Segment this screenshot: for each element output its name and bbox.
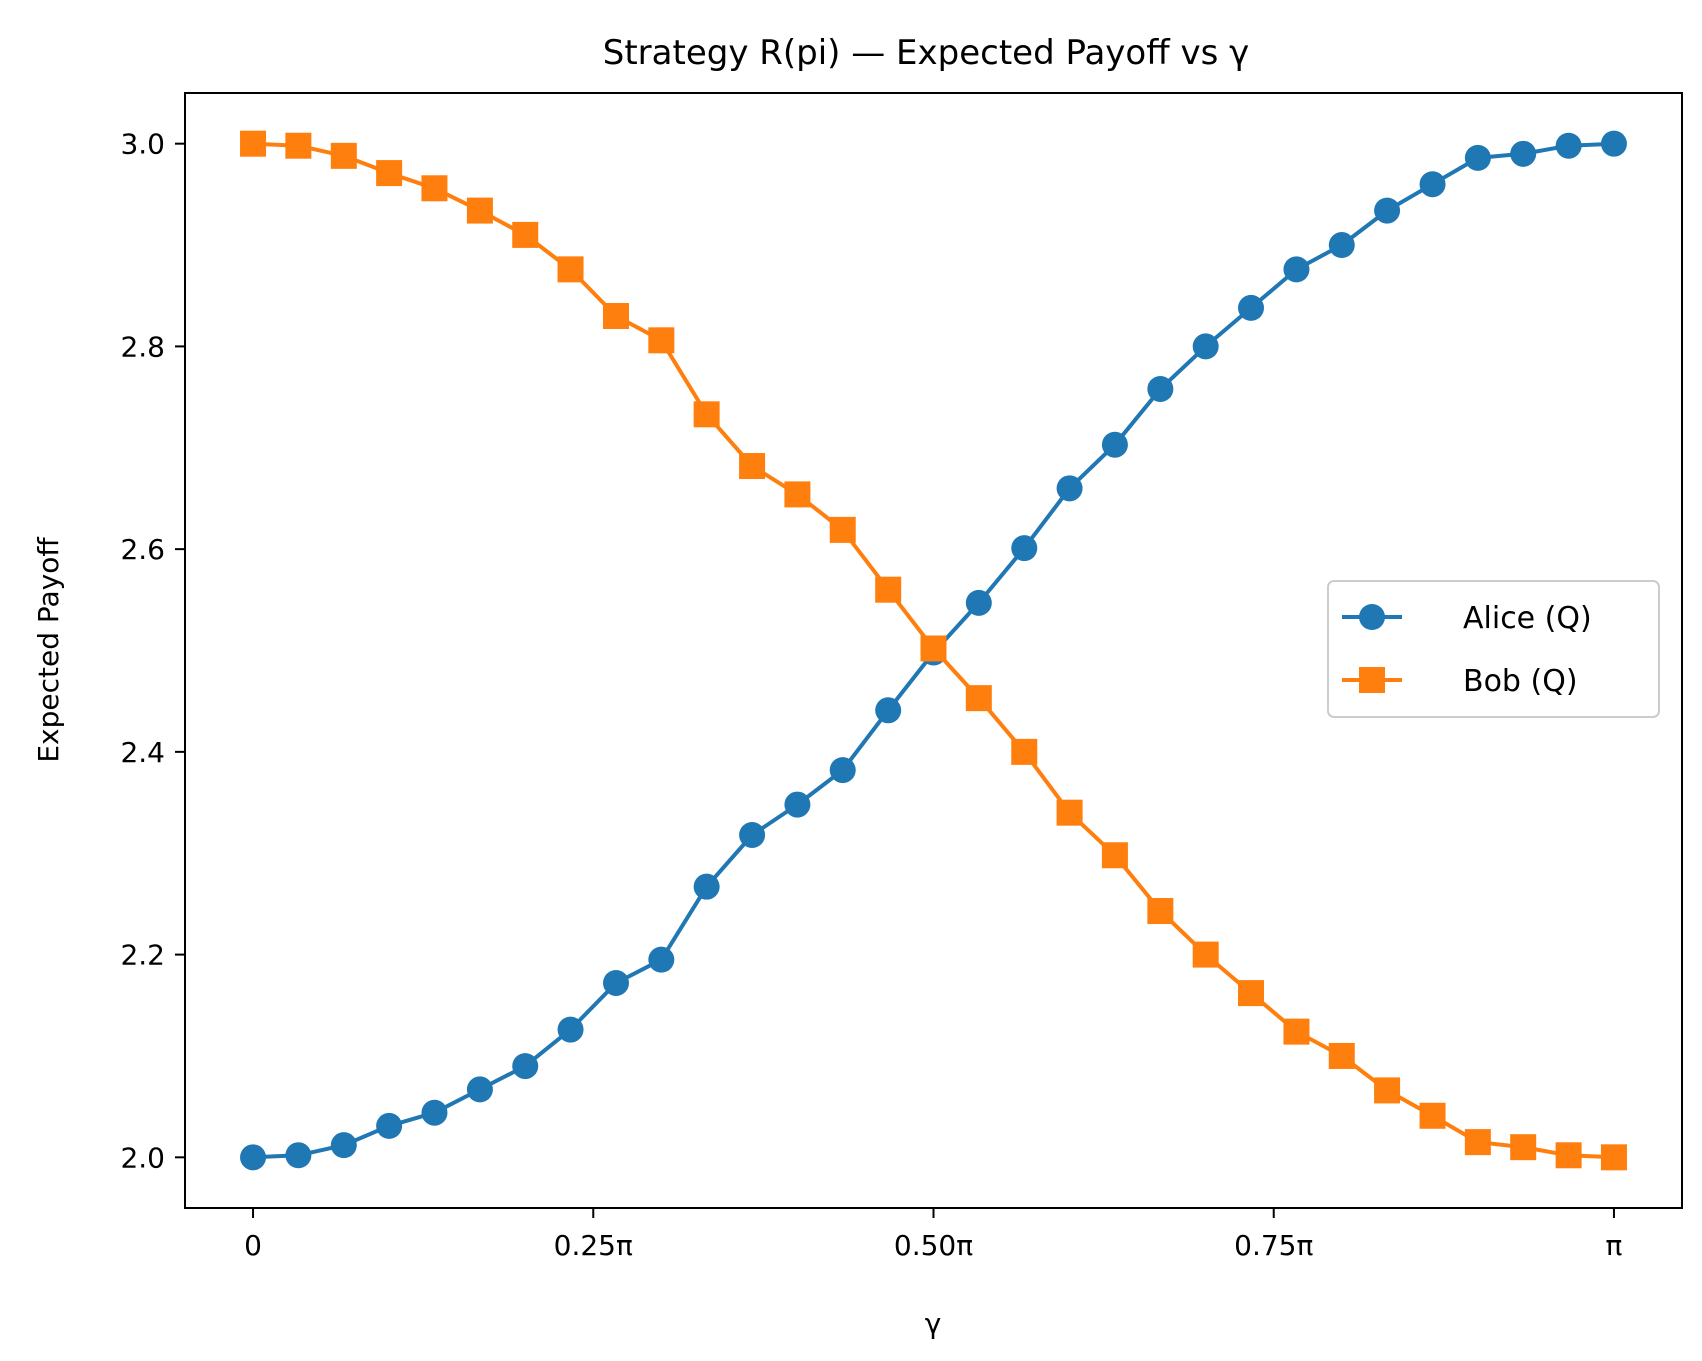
series-layer (240, 130, 1627, 1171)
data-point (1600, 1144, 1627, 1171)
data-point (1192, 941, 1219, 968)
legend: Alice (Q) Bob (Q) (1327, 580, 1660, 718)
data-point (602, 969, 629, 996)
chart-title: Strategy R(pi) — Expected Payoff vs γ (603, 33, 1249, 73)
data-point (1374, 1077, 1401, 1104)
x-axis: 0 0.25π 0.50π 0.75π π (244, 1208, 1623, 1262)
data-point (784, 791, 811, 818)
legend-label: Bob (Q) (1463, 664, 1578, 699)
data-point (1283, 1018, 1310, 1045)
data-point (1464, 1129, 1491, 1156)
data-point (330, 142, 357, 169)
data-point (1147, 375, 1174, 402)
series-bob (240, 130, 1627, 1171)
x-tick-label: 0 (244, 1229, 262, 1262)
data-point (240, 130, 267, 157)
data-point (376, 1112, 403, 1139)
x-tick-label: 0.25π (554, 1229, 633, 1262)
data-point (1011, 535, 1038, 562)
data-point (602, 303, 629, 329)
data-point (1192, 333, 1219, 360)
data-point (376, 160, 403, 187)
data-point (784, 481, 811, 508)
data-point (965, 685, 992, 712)
data-point (1101, 842, 1128, 869)
data-point (739, 821, 766, 848)
data-point (512, 221, 539, 248)
data-point (285, 132, 312, 159)
x-tick-label: π (1606, 1229, 1623, 1262)
y-tick-label: 2.6 (120, 533, 165, 566)
data-point (693, 873, 720, 900)
data-point (1419, 171, 1446, 198)
x-axis-label: γ (925, 1307, 942, 1340)
data-point (1238, 294, 1265, 321)
data-point (1600, 130, 1627, 157)
data-point (512, 1053, 539, 1080)
legend-marker (1359, 604, 1385, 630)
data-point (1238, 980, 1265, 1007)
x-tick-label: 0.75π (1234, 1229, 1313, 1262)
data-point (965, 589, 992, 616)
data-point (1374, 197, 1401, 224)
legend-box (1327, 580, 1660, 718)
x-tick-label: 0.50π (894, 1229, 973, 1262)
data-point (330, 1132, 357, 1159)
data-point (1056, 799, 1083, 826)
data-point (648, 327, 675, 354)
data-point (557, 256, 584, 283)
data-point (693, 401, 720, 428)
data-point (739, 453, 766, 480)
y-axis: 2.0 2.2 2.4 2.6 2.8 3.0 (120, 128, 185, 1174)
y-tick-label: 3.0 (120, 128, 165, 161)
y-tick-label: 2.8 (120, 330, 165, 363)
data-point (1147, 898, 1174, 925)
data-point (829, 516, 856, 543)
y-tick-label: 2.0 (120, 1141, 165, 1174)
data-point (1056, 475, 1083, 502)
legend-marker (1359, 667, 1385, 693)
data-point (829, 757, 856, 784)
data-point (1464, 144, 1491, 171)
data-point (1328, 232, 1355, 259)
data-point (875, 576, 902, 603)
data-point (240, 1144, 267, 1171)
data-point (421, 175, 448, 202)
data-point (648, 946, 675, 973)
data-point (421, 1099, 448, 1126)
legend-label: Alice (Q) (1463, 601, 1592, 636)
data-point (1011, 738, 1038, 765)
data-point (557, 1016, 584, 1043)
data-point (1101, 431, 1128, 458)
y-tick-label: 2.2 (120, 939, 165, 972)
data-point (875, 697, 902, 724)
data-point (1555, 132, 1582, 159)
data-point (466, 1076, 493, 1103)
data-point (285, 1142, 312, 1169)
y-tick-label: 2.4 (120, 736, 165, 769)
data-point (920, 635, 947, 662)
data-point (1555, 1142, 1582, 1169)
data-point (466, 197, 493, 224)
y-axis-label: Expected Payoff (32, 537, 65, 763)
data-point (1419, 1102, 1446, 1129)
data-point (1283, 256, 1310, 283)
data-point (1510, 1134, 1537, 1161)
data-point (1510, 140, 1537, 167)
data-point (1328, 1042, 1355, 1069)
